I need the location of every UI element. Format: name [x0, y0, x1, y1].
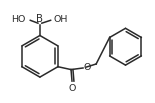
Text: O: O: [68, 84, 76, 93]
Text: HO: HO: [11, 15, 26, 24]
Text: O: O: [84, 63, 91, 72]
Text: B: B: [36, 14, 43, 24]
Text: OH: OH: [54, 15, 68, 24]
